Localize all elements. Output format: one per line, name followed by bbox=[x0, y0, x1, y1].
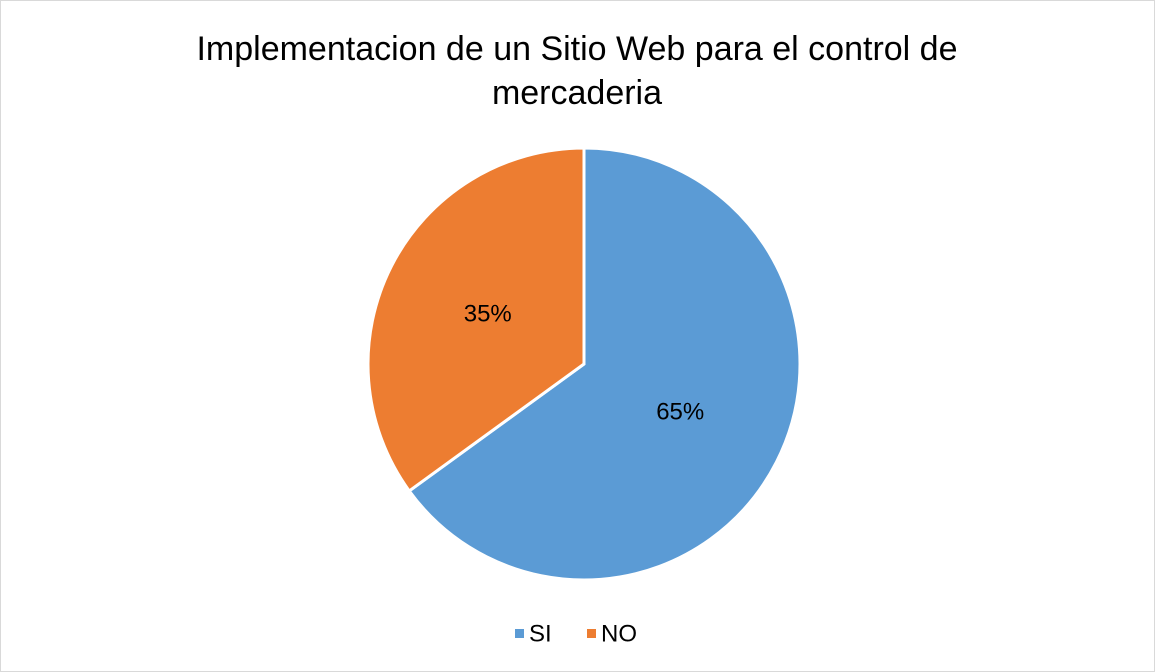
pie-slice bbox=[366, 146, 586, 494]
legend-swatch bbox=[515, 629, 524, 638]
chart-title: Implementacion de un Sitio Web para el c… bbox=[196, 30, 958, 112]
pie-slice bbox=[407, 146, 802, 582]
legend-label: NO bbox=[601, 620, 637, 647]
data-label: 65% bbox=[656, 398, 704, 425]
data-label: 35% bbox=[464, 300, 512, 327]
legend-label: SI bbox=[529, 620, 552, 647]
legend-swatch bbox=[587, 629, 596, 638]
